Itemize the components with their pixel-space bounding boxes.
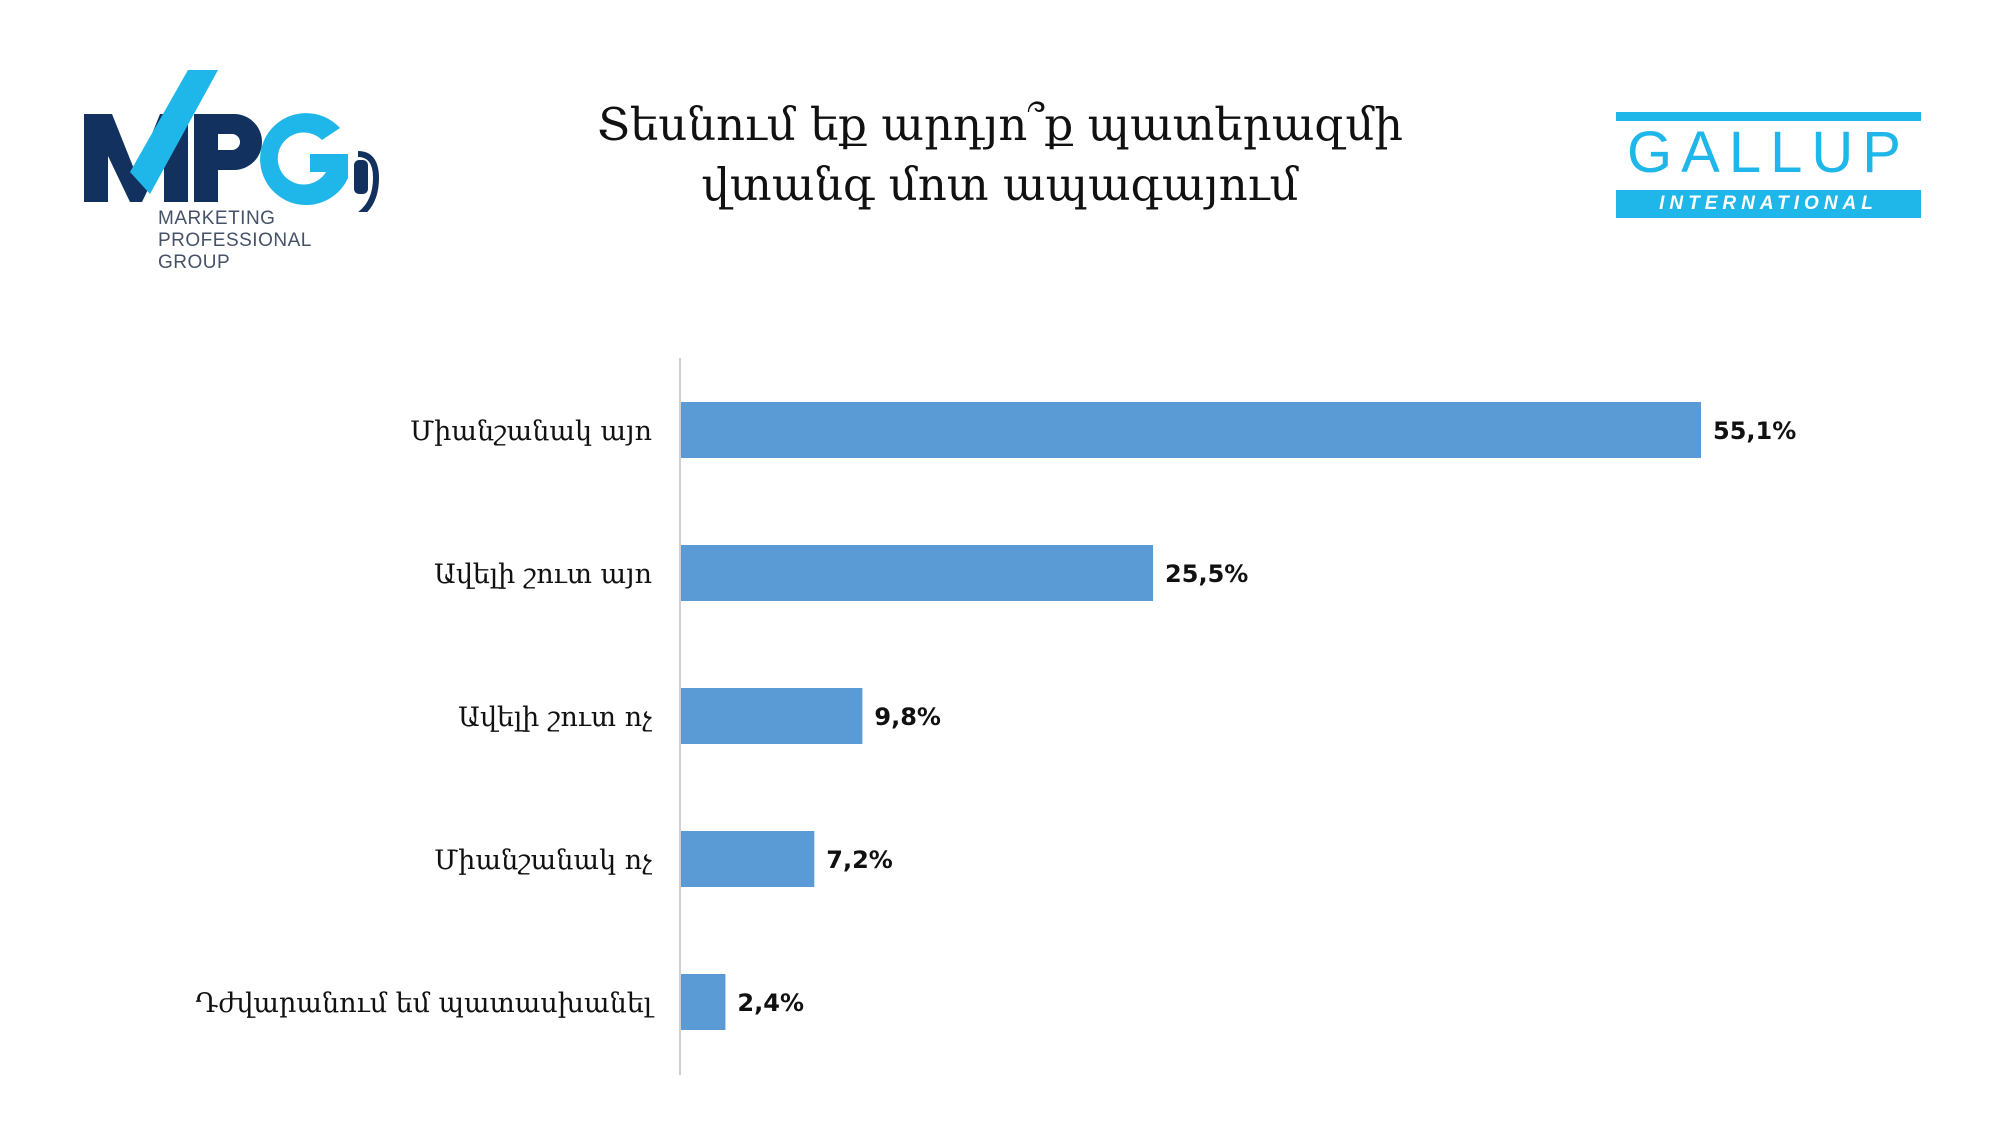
category-label: Դժվարանում եմ պատասխանել <box>195 988 654 1019</box>
chart-title: Տեսնում եք արդյո՞ք պատերազմի վտանգ մոտ ա… <box>500 95 1500 215</box>
category-label: Ավելի շուտ այո <box>434 559 652 590</box>
bar <box>681 402 1701 458</box>
bar <box>681 688 863 744</box>
gallup-logo: GALLUP INTERNATIONAL <box>1616 112 1921 218</box>
gallup-logo-wordmark: GALLUP <box>1627 120 1910 185</box>
bar-chart: Միանշանակ այո 55,1% Ավելի շուտ այո 25,5% Ավե… <box>0 350 2000 1090</box>
category-label: Ավելի շուտ ոչ <box>458 702 652 733</box>
mpg-logo-mark <box>84 70 380 232</box>
value-label: 7,2% <box>826 846 893 874</box>
category-label: Միանշանակ այո <box>410 416 652 447</box>
gallup-logo-bar <box>1616 112 1921 121</box>
bar-chart-svg: Միանշանակ այո 55,1% Ավելի շուտ այո 25,5% Ավե… <box>195 358 1796 1075</box>
gallup-logo-subtitle: INTERNATIONAL <box>1616 190 1921 218</box>
value-label: 55,1% <box>1713 417 1796 445</box>
category-label: Միանշանակ ոչ <box>434 845 652 876</box>
value-label: 25,5% <box>1165 560 1248 588</box>
bar <box>681 831 815 887</box>
mpg-logo: MARKETING PROFESSIONAL GROUP <box>78 62 418 282</box>
mpg-subtitle-line: PROFESSIONAL <box>158 230 312 251</box>
value-label: 9,8% <box>874 703 941 731</box>
chart-title-line: վտանգ մոտ ապագայում <box>701 158 1299 211</box>
mpg-subtitle-line: GROUP <box>158 252 231 273</box>
mpg-logo-subtitle: MARKETING PROFESSIONAL GROUP <box>158 208 312 274</box>
chart-title-line: Տեսնում եք արդյո՞ք պատերազմի <box>597 98 1403 151</box>
value-label: 2,4% <box>737 989 804 1017</box>
bar <box>681 974 726 1030</box>
bar <box>681 545 1154 601</box>
mpg-subtitle-line: MARKETING <box>158 208 276 229</box>
